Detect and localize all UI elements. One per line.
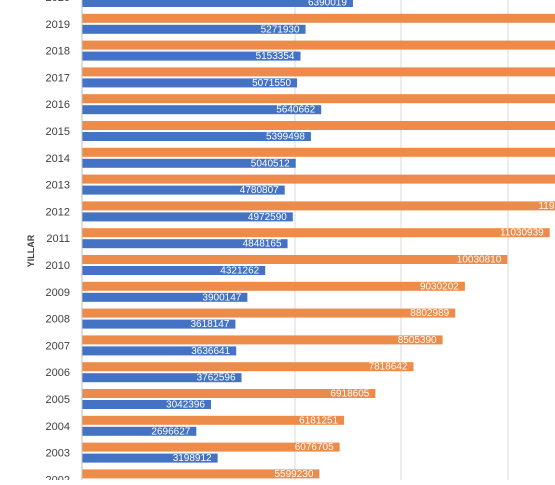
bar-blue-2017 [82,78,298,88]
y-tick-labels: 2020 2019 2018 2017 2016 2015 2014 2013 2012 2011… [46,0,70,485]
tick-label-2006: 2006 [46,367,70,379]
data-label-blue-2010: 4321262 [220,266,259,277]
data-label-orange-2012: 11939620 [538,201,555,212]
bar-orange-2008 [82,308,456,318]
data-label-blue-2016: 5640662 [276,105,315,116]
data-label-blue-2008: 3618147 [190,319,229,330]
y-axis-title: YILLAR [26,234,36,267]
tick-label-2010: 2010 [46,260,70,272]
bar-blue-2016 [82,105,322,115]
tick-label-2018: 2018 [46,46,70,58]
bar-orange-2006 [82,362,414,372]
bar-blue-2007 [82,346,237,356]
bar-blue-2019 [82,24,306,34]
bar-blue-2008 [82,319,236,329]
bar-blue-2010 [82,266,266,275]
bar-orange-2018 [82,40,555,50]
data-label-blue-2013: 4780807 [240,185,279,196]
tick-label-2016: 2016 [46,99,70,111]
data-label-blue-2015: 5399498 [266,132,305,143]
bar-orange-2015 [82,121,555,130]
data-label-orange-2005: 6918605 [330,389,369,400]
bar-blue-2009 [82,292,248,302]
data-label-orange-2007: 8505390 [398,335,437,346]
data-label-blue-2004: 2696627 [151,426,190,437]
bar-orange-2019 [82,13,555,23]
data-label-orange-2006: 7818642 [369,362,408,373]
bar-orange-2002 [82,469,320,479]
bar-orange-2012 [82,201,555,211]
bar-blue-2013 [82,185,285,195]
bar-blue-2015 [82,132,311,141]
tick-label-2003: 2003 [46,448,70,460]
bar-blue-2014 [82,158,296,168]
data-label-orange-2011: 11030939 [500,228,544,239]
bar-blue-2005 [82,400,211,409]
data-label-orange-2003: 6076705 [295,442,334,453]
data-label-blue-2014: 5040512 [251,158,290,169]
bar-blue-2020 [82,0,353,7]
data-label-blue-2007: 3636641 [191,346,230,357]
data-label-blue-2019: 5271930 [261,24,300,35]
bar-orange-2010 [82,255,508,264]
bar-orange-2007 [82,335,443,345]
tick-label-2015: 2015 [46,126,70,138]
data-label-orange-2009: 9030202 [420,281,459,292]
bar-orange-2016 [82,94,555,104]
bar-orange-2004 [82,415,345,425]
data-label-orange-2008: 8802989 [410,308,449,319]
tick-label-2017: 2017 [46,72,70,84]
data-label-blue-2012: 4972590 [248,212,287,223]
data-label-orange-2002: 5599230 [274,469,313,480]
bar-blue-2004 [82,426,197,436]
data-labels: 6390019143143135271930142291705153354144… [151,0,555,480]
bar-orange-2005 [82,389,376,398]
tick-label-2013: 2013 [46,180,70,192]
bar-orange-2013 [82,174,555,184]
data-label-orange-2010: 10030810 [457,255,502,266]
tick-label-2014: 2014 [46,153,70,165]
bar-blue-2018 [82,51,301,61]
data-label-blue-2003: 3198912 [173,453,212,464]
tick-label-2004: 2004 [46,421,70,433]
bar-blue-2006 [82,373,242,383]
data-label-blue-2020: 6390019 [308,0,347,9]
tick-label-2012: 2012 [46,206,70,218]
data-label-blue-2006: 3762596 [197,373,236,384]
tick-label-2020: 2020 [46,0,70,4]
tick-label-2005: 2005 [46,394,70,406]
tick-label-2011: 2011 [46,233,70,245]
data-label-blue-2009: 3900147 [202,292,241,303]
tick-label-2009: 2009 [46,287,70,299]
bar-blue-2003 [82,453,218,463]
data-label-orange-2004: 6181251 [299,415,338,426]
data-label-blue-2011: 4848165 [243,239,282,250]
bar-blue-2012 [82,212,293,222]
bar-blue-2011 [82,239,288,249]
bar-orange-2003 [82,442,340,452]
bar-orange-2011 [82,228,550,238]
data-label-blue-2005: 3042396 [166,400,205,411]
tick-label-2019: 2019 [46,19,70,31]
data-label-blue-2018: 5153354 [256,51,295,62]
bar-orange-2009 [82,281,465,291]
bar-orange-2017 [82,67,555,77]
tick-label-2008: 2008 [46,314,70,326]
bars [82,0,555,479]
bar-orange-2014 [82,147,555,157]
tick-label-2007: 2007 [46,340,70,352]
data-label-blue-2017: 5071550 [252,78,291,89]
tick-label-2002: 2002 [46,474,70,480]
